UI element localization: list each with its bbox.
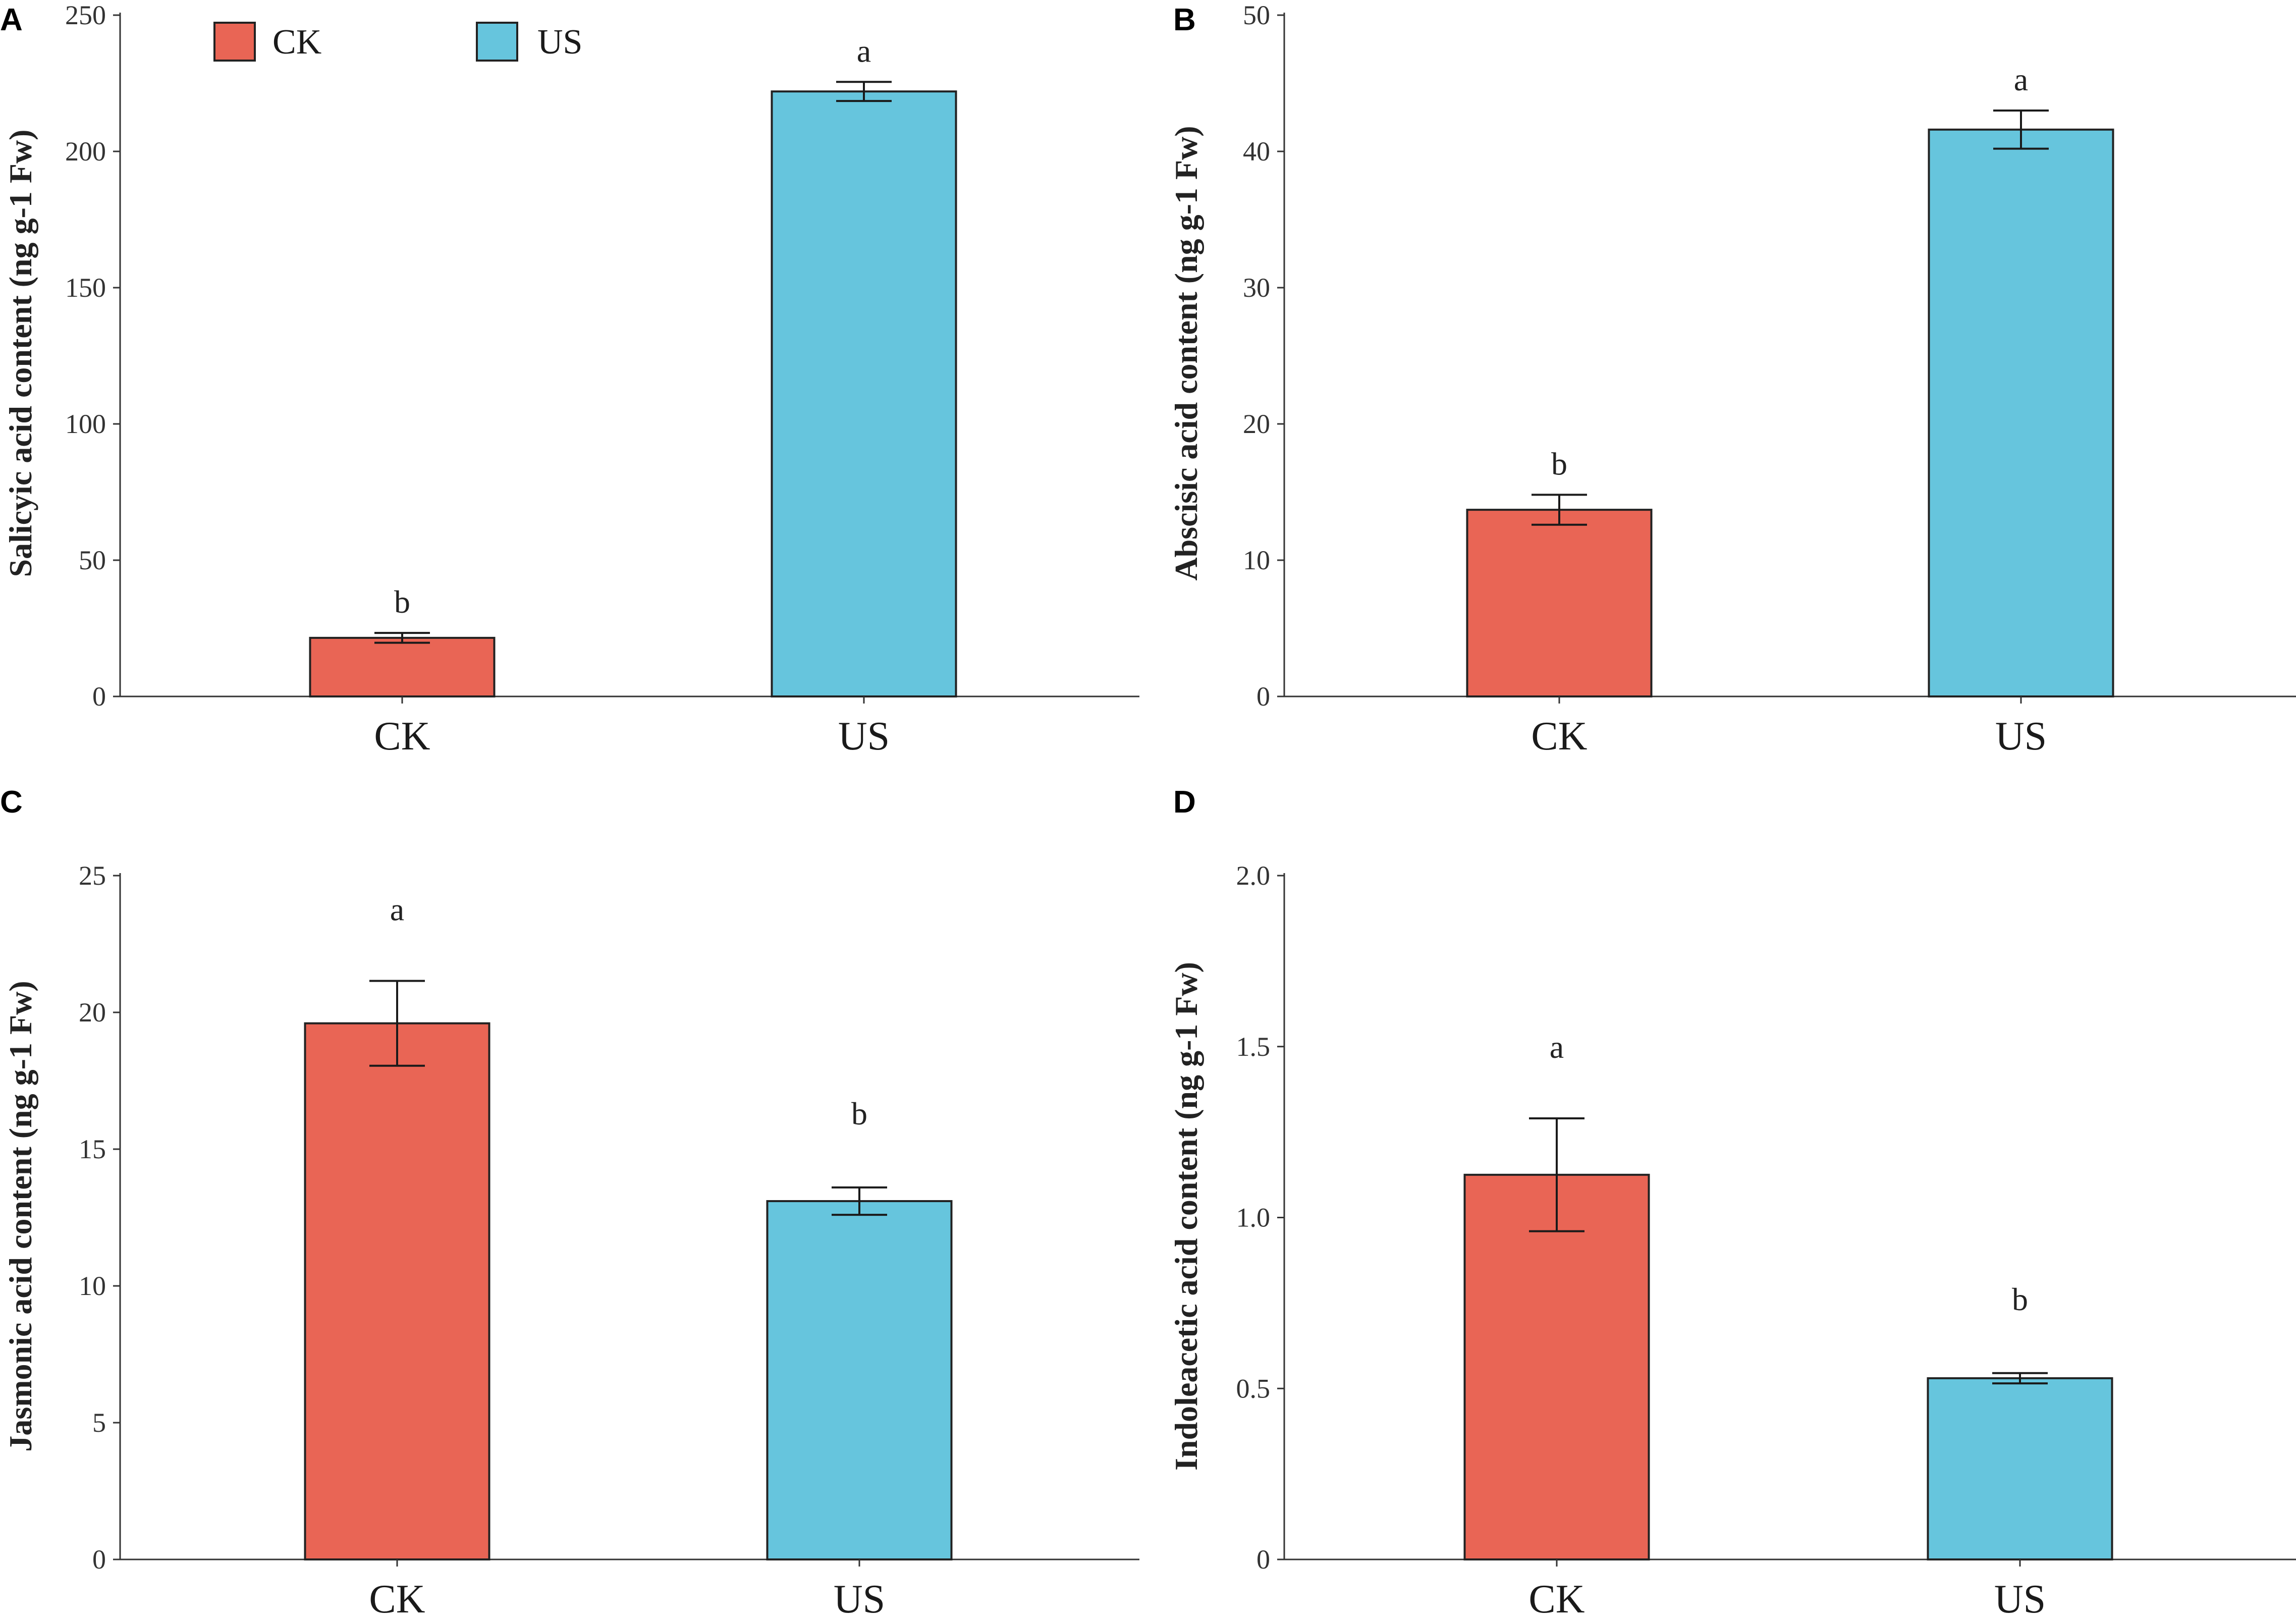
y-axis-label-c: Jasmonic acid content (ng g-1 Fw) xyxy=(3,981,38,1451)
y-axis-label-d: Indoleacetic acid content (ng g-1 Fw) xyxy=(1168,962,1204,1471)
y-tick-label-d-1: 0.5 xyxy=(1236,1373,1271,1404)
y-tick-label-a-2: 100 xyxy=(65,409,106,439)
y-tick-label-d-4: 2.0 xyxy=(1236,860,1271,891)
bar-d-us xyxy=(1927,1377,2113,1561)
y-tick-label-b-1: 10 xyxy=(1243,545,1270,575)
panel-a: A Salicyic acid content (ng g-1 Fw) 0 50 1… xyxy=(0,0,1139,759)
sig-letter-b-ck: b xyxy=(1551,446,1567,481)
y-tick-label-c-0: 0 xyxy=(92,1544,106,1575)
y-tick-label-b-2: 20 xyxy=(1243,409,1270,439)
y-tick-label-a-4: 200 xyxy=(65,136,106,167)
sig-letter-a-ck: b xyxy=(394,584,410,620)
legend-label-us: US xyxy=(537,23,582,62)
y-tick-label-c-1: 5 xyxy=(92,1408,106,1438)
y-tick-label-b-0: 0 xyxy=(1256,681,1270,712)
x-tick-label-b-us: US xyxy=(1995,714,2047,759)
panel-c: C Jasmonic acid content (ng g-1 Fw) 0 5 10… xyxy=(0,785,1139,1619)
x-tick-label-d-ck: CK xyxy=(1528,1577,1584,1619)
x-tick-label-b-ck: CK xyxy=(1531,714,1587,759)
panel-d: D Indoleacetic acid content (ng g-1 Fw) … xyxy=(1168,785,2296,1619)
bar-c-ck xyxy=(304,1022,490,1560)
y-tick-label-a-5: 250 xyxy=(65,0,106,30)
bar-b-us xyxy=(1928,128,2114,697)
sig-letter-c-us: b xyxy=(851,1096,867,1131)
panel-letter-b: B xyxy=(1173,3,1196,37)
y-tick-label-d-2: 1.0 xyxy=(1236,1203,1271,1233)
panel-letter-c: C xyxy=(0,785,23,820)
y-tick-label-d-0: 0 xyxy=(1256,1544,1270,1575)
legend-label-ck: CK xyxy=(272,23,321,62)
panel-letter-d: D xyxy=(1173,785,1196,820)
y-axis-label-a: Salicyic acid content (ng g-1 Fw) xyxy=(3,130,38,577)
sig-letter-d-ck: a xyxy=(1550,1029,1564,1065)
x-tick-label-c-ck: CK xyxy=(369,1577,425,1619)
y-tick-label-c-3: 15 xyxy=(79,1134,106,1164)
x-tick-label-c-us: US xyxy=(834,1577,885,1619)
sig-letter-d-us: b xyxy=(2012,1281,2028,1317)
bar-a-us xyxy=(771,90,957,698)
legend-swatch-us xyxy=(476,22,518,62)
y-axis-label-b: Abscisic acid content (ng g-1 Fw) xyxy=(1168,126,1204,580)
panel-letter-a: A xyxy=(0,3,23,37)
bar-d-ck xyxy=(1463,1173,1650,1560)
panel-b: B Abscisic acid content (ng g-1 Fw) 0 10 2… xyxy=(1168,0,2296,759)
sig-letter-c-ck: a xyxy=(390,892,404,928)
y-tick-label-a-1: 50 xyxy=(79,545,106,575)
sig-letter-b-us: a xyxy=(2014,62,2028,97)
y-tick-label-c-4: 20 xyxy=(79,997,106,1028)
y-tick-label-b-5: 50 xyxy=(1243,0,1270,30)
x-tick-label-a-us: US xyxy=(838,714,890,759)
legend: CK US xyxy=(213,22,582,62)
sig-letter-a-us: a xyxy=(857,33,871,69)
legend-swatch-ck xyxy=(213,22,256,62)
y-tick-label-a-3: 150 xyxy=(65,273,106,303)
bar-a-ck xyxy=(309,636,496,698)
x-tick-label-d-us: US xyxy=(1994,1577,2046,1619)
y-tick-label-d-3: 1.5 xyxy=(1236,1032,1271,1062)
y-tick-label-b-3: 30 xyxy=(1243,273,1270,303)
y-tick-label-c-5: 25 xyxy=(79,860,106,891)
bar-b-ck xyxy=(1466,509,1653,697)
bar-c-us xyxy=(766,1200,953,1560)
x-tick-label-a-ck: CK xyxy=(374,714,430,759)
y-tick-label-b-4: 40 xyxy=(1243,136,1270,167)
y-tick-label-c-2: 10 xyxy=(79,1271,106,1301)
y-tick-label-a-0: 0 xyxy=(92,681,106,712)
